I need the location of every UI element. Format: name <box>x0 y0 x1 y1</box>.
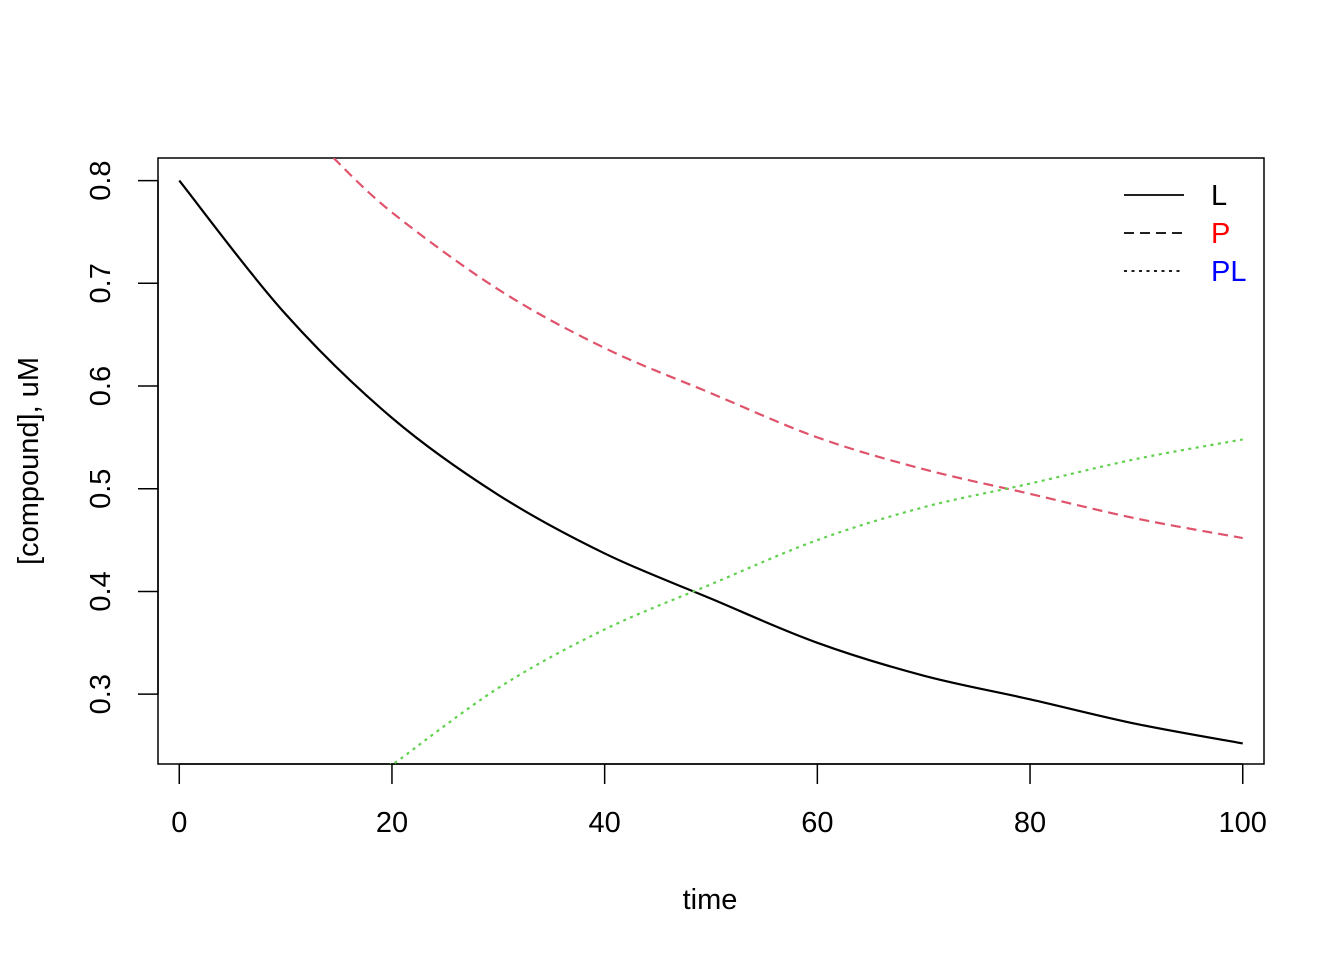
y-tick-label: 0.5 <box>85 469 117 509</box>
x-tick-label: 0 <box>171 807 187 839</box>
y-tick-label: 0.8 <box>85 160 117 200</box>
series-line-p <box>332 158 1243 540</box>
series-line-l <box>178 179 1243 745</box>
plot-frame <box>157 157 1265 765</box>
y-tick-label: 0.6 <box>85 366 117 406</box>
series-line-pl <box>388 438 1243 764</box>
x-tick-label: 100 <box>1219 807 1267 839</box>
legend-label-l: L <box>1211 180 1227 212</box>
x-axis: 0 20 40 60 80 100 <box>171 763 1267 839</box>
y-tick-label: 0.7 <box>85 263 117 303</box>
legend-label-p: P <box>1211 218 1230 250</box>
legend: LP PL <box>1124 180 1246 288</box>
y-tick-label: 0.3 <box>85 674 117 714</box>
x-axis-label: time <box>683 884 738 916</box>
x-tick-label: 20 <box>376 807 408 839</box>
x-tick-label: 60 <box>801 807 833 839</box>
y-tick-label: 0.4 <box>85 571 117 611</box>
x-tick-label: 40 <box>589 807 621 839</box>
series-layer <box>178 158 1243 764</box>
legend-label-pl: PL <box>1211 256 1246 288</box>
x-tick-label: 80 <box>1014 807 1046 839</box>
y-axis-label: [compound], uM <box>13 357 45 565</box>
y-axis: 0.3 0.4 0.5 0.6 0.7 0.8 <box>85 160 159 714</box>
